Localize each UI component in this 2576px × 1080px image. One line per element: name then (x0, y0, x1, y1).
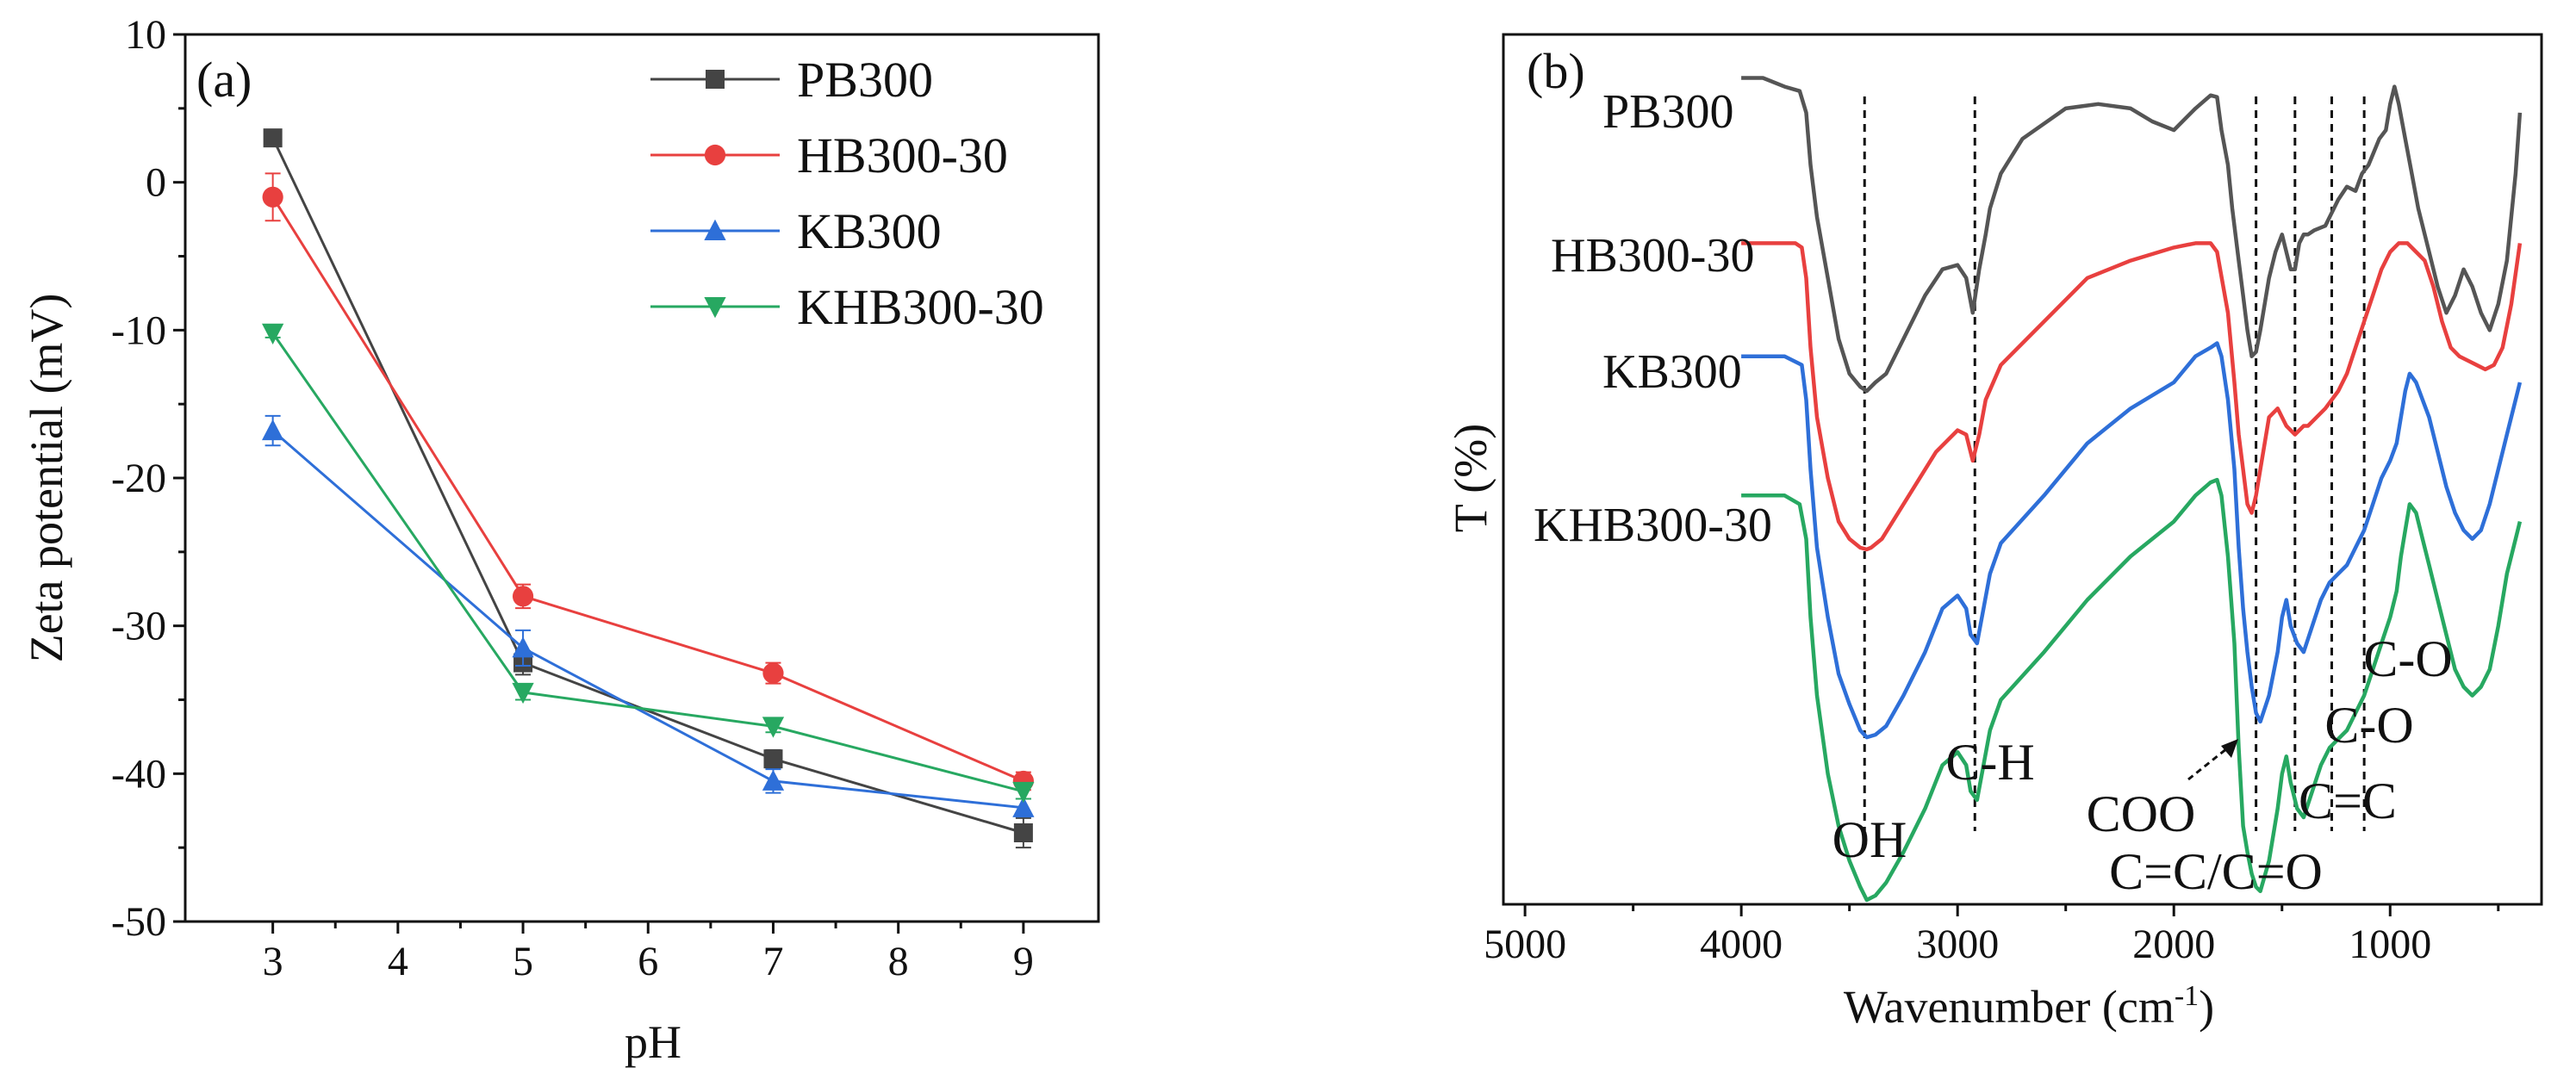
panel-b-ftir-spectra: (b) T (%) Wavenumber (cm-1) 5000 4000 3000… (1445, 33, 2543, 1033)
panel-b-x-tick-label: 5000 (1484, 922, 1566, 967)
panel-a-x-axis-title: pH (625, 1016, 681, 1068)
panel-b-x-axis-title: Wavenumber (cm-1) (1844, 980, 2214, 1033)
series-marker (512, 636, 534, 658)
legend-label: KB300 (797, 203, 942, 259)
panel-a-y-tick-label: -50 (111, 899, 166, 945)
series-line (271, 196, 1024, 783)
panel-a-y-axis-title: Zeta potential (mV) (21, 294, 72, 663)
series-hb300-30 (262, 172, 1034, 792)
spectrum-label: KHB300-30 (1534, 499, 1772, 552)
panel-a-x-tick-label: 9 (1013, 939, 1034, 984)
series-pb300 (263, 128, 1033, 849)
spectrum-label: HB300-30 (1551, 229, 1754, 282)
panel-b-x-tick-label: 3000 (1916, 922, 1999, 967)
series-line (271, 429, 1024, 810)
panel-a-y-tick-label: -30 (111, 604, 166, 649)
spectrum-hb300-30 (1741, 241, 2523, 552)
coo-arrow-head (2221, 739, 2238, 758)
panel-a-y-tick-label: 0 (146, 160, 166, 206)
legend-label: HB300-30 (797, 127, 1008, 183)
panel-b-plot-frame (1502, 33, 2543, 906)
panel-a-y-tick-label: -10 (111, 307, 166, 353)
series-marker (704, 144, 726, 166)
panel-b-x-tick-label: 1000 (2349, 922, 2431, 967)
spectrum-khb300-30 (1741, 477, 2523, 903)
panel-a-y-tick-label: -20 (111, 456, 166, 501)
panel-a-label: (a) (196, 52, 252, 108)
series-marker (1012, 796, 1035, 817)
legend-entry-hb300-30: HB300-30 (650, 127, 1008, 183)
peak-label-c-c-c-o: C=C/C=O (2109, 843, 2323, 900)
peak-label-oh: OH (1832, 811, 1907, 868)
spectrum-kb300 (1741, 341, 2523, 740)
panel-a-y-tick-label: 10 (125, 12, 166, 58)
spectrum-label: PB300 (1602, 85, 1734, 139)
series-marker (261, 419, 284, 441)
series-marker (706, 70, 725, 89)
series-kb300 (261, 414, 1035, 818)
peak-label-c-h: C-H (1945, 734, 2034, 791)
panel-b-x-tick-label: 4000 (1700, 922, 1783, 967)
panel-b-y-axis-title: T (%) (1445, 424, 1496, 532)
series-khb300-30 (261, 323, 1035, 804)
series-marker (704, 219, 726, 240)
series-marker (512, 682, 534, 704)
peak-label-c-c: C=C (2299, 773, 2397, 829)
panel-a-legend: PB300 HB300-30 KB300 KHB300-30 (650, 52, 1044, 335)
panel-a-x-tick-label: 5 (513, 939, 533, 984)
panel-a-y-tick-label: -40 (111, 751, 166, 797)
panel-a-x-tick-label: 8 (888, 939, 909, 984)
series-marker (762, 769, 785, 791)
series-line (271, 137, 1024, 835)
series-marker (1012, 781, 1035, 804)
panel-a-x-tick-label: 6 (638, 939, 658, 984)
panel-a-x-tick-label: 3 (263, 939, 283, 984)
series-marker (262, 186, 283, 208)
peak-label-c-o: C-O (2324, 697, 2413, 754)
coo-arrow-line (2187, 743, 2232, 781)
panel-b-label: (b) (1527, 43, 1585, 99)
legend-entry-pb300: PB300 (650, 52, 933, 108)
panel-a-x-tick-label: 4 (388, 939, 408, 984)
panel-a-zeta-potential: (a) Zeta potential (mV) pH 3 4 5 6 7 8 9 10 0 -10… (21, 12, 1100, 1068)
legend-entry-khb300-30: KHB300-30 (650, 279, 1044, 335)
spectrum-pb300 (1741, 76, 2523, 394)
series-marker (512, 586, 534, 607)
series-marker (261, 323, 284, 344)
legend-label: KHB300-30 (797, 279, 1044, 335)
series-line (271, 332, 1024, 793)
panel-a-x-tick-label: 7 (762, 939, 783, 984)
legend-entry-kb300: KB300 (650, 203, 942, 259)
spectrum-label: KB300 (1602, 345, 1742, 399)
series-marker (762, 662, 784, 684)
legend-label: PB300 (797, 52, 933, 108)
series-marker (1013, 823, 1033, 842)
series-marker (263, 128, 283, 148)
series-marker (704, 297, 726, 319)
series-marker (762, 717, 785, 738)
panel-b-x-tick-label: 2000 (2132, 922, 2215, 967)
peak-label-coo: COO (2087, 785, 2196, 842)
peak-label-c-o: C-O (2363, 630, 2452, 687)
series-marker (763, 749, 783, 769)
